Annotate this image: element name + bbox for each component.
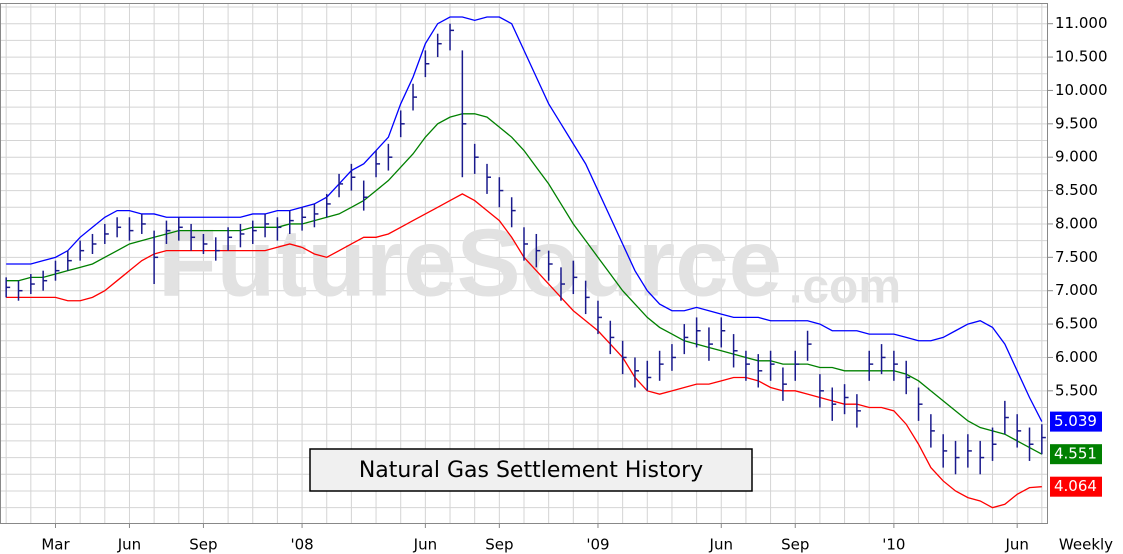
y-tick-label: 9.000 bbox=[1055, 148, 1098, 166]
x-tick-label: Jun bbox=[1004, 536, 1028, 554]
x-tick-label: Sep bbox=[485, 536, 513, 554]
x-tick-label: '08 bbox=[290, 536, 313, 554]
y-tick-label: 9.500 bbox=[1055, 114, 1098, 132]
x-tick-label: Jun bbox=[413, 536, 437, 554]
watermark: FutureSource bbox=[158, 209, 782, 316]
y-tick-label: 5.500 bbox=[1055, 381, 1098, 399]
x-tick-label: Jun bbox=[117, 536, 141, 554]
grid bbox=[0, 3, 1048, 523]
period-label: Weekly bbox=[1059, 536, 1113, 554]
last-value-box bbox=[1050, 444, 1102, 465]
x-tick-label: Sep bbox=[781, 536, 809, 554]
band-line bbox=[6, 16, 1043, 422]
last-value-box bbox=[1050, 476, 1102, 497]
x-tick-label: Jun bbox=[709, 536, 733, 554]
last-value-label: 4.064 bbox=[1054, 477, 1097, 495]
marks bbox=[5, 16, 1046, 509]
watermark-suffix: .com bbox=[789, 261, 901, 314]
y-tick-label: 8.500 bbox=[1055, 181, 1098, 199]
plot-border bbox=[0, 3, 1048, 524]
last-value-box bbox=[1050, 411, 1102, 432]
y-tick-label: 6.500 bbox=[1055, 315, 1098, 333]
y-tick-label: 6.000 bbox=[1055, 348, 1098, 366]
y-tick-label: 10.000 bbox=[1055, 81, 1108, 99]
last-value-label: 5.039 bbox=[1054, 412, 1097, 430]
title-box bbox=[309, 448, 753, 492]
y-tick-label: 10.500 bbox=[1055, 48, 1108, 66]
y-tick-label: 8.000 bbox=[1055, 214, 1098, 232]
y-tick-label: 7.000 bbox=[1055, 281, 1098, 299]
last-value-label: 4.551 bbox=[1054, 445, 1097, 463]
x-tick-label: '09 bbox=[586, 536, 609, 554]
x-tick-label: Sep bbox=[189, 536, 217, 554]
x-tick-label: '10 bbox=[882, 536, 905, 554]
y-tick-label: 7.500 bbox=[1055, 248, 1098, 266]
y-tick-label: 11.000 bbox=[1055, 14, 1108, 32]
x-tick-label: Mar bbox=[41, 536, 70, 554]
chart-title: Natural Gas Settlement History bbox=[359, 458, 703, 483]
